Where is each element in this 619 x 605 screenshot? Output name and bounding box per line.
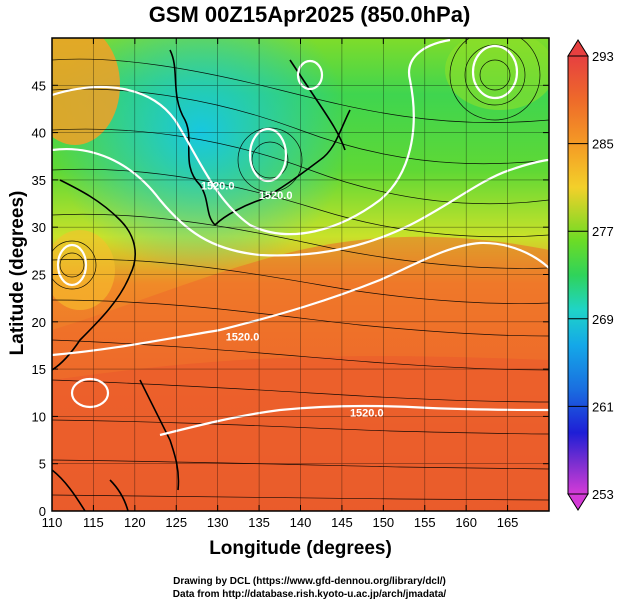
y-tick-label: 25 bbox=[32, 268, 46, 283]
x-tick-label: 140 bbox=[290, 515, 312, 530]
y-tick-label: 45 bbox=[32, 78, 46, 93]
x-axis-label: Longitude (degrees) bbox=[209, 538, 392, 559]
colorbar-scale bbox=[567, 55, 589, 495]
x-tick-label: 125 bbox=[165, 515, 187, 530]
contour-label: 1520.0 bbox=[350, 407, 384, 419]
y-tick-label: 15 bbox=[32, 362, 46, 377]
y-tick-label: 0 bbox=[39, 504, 46, 519]
y-tick-label: 30 bbox=[32, 220, 46, 235]
temperature-field bbox=[52, 38, 549, 511]
y-tick-label: 10 bbox=[32, 409, 46, 424]
y-axis: 0 5 10 15 20 25 30 35 40 45 bbox=[32, 78, 549, 519]
colorbar: 293 285 277 269 261 253 bbox=[567, 39, 614, 511]
x-tick-label: 155 bbox=[414, 515, 436, 530]
x-tick-label: 165 bbox=[497, 515, 519, 530]
colorbar-tick-label: 277 bbox=[592, 224, 614, 239]
colorbar-tick-label: 293 bbox=[592, 49, 614, 64]
y-tick-label: 40 bbox=[32, 126, 46, 141]
x-tick-label: 150 bbox=[372, 515, 394, 530]
colorbar-tick-label: 269 bbox=[592, 312, 614, 327]
x-tick-label: 120 bbox=[124, 515, 146, 530]
streamlines bbox=[52, 38, 549, 501]
colorbar-top-arrow bbox=[567, 39, 589, 57]
x-tick-label: 110 bbox=[42, 515, 63, 530]
x-tick-label: 115 bbox=[83, 515, 104, 530]
coastline bbox=[52, 49, 351, 511]
contour-label: 1520.0 bbox=[259, 190, 293, 202]
grid-lines bbox=[52, 38, 549, 511]
x-axis: 110 115 120 125 130 135 140 145 150 155 160 165 bbox=[42, 38, 519, 530]
height-contours bbox=[52, 38, 549, 437]
x-tick-label: 160 bbox=[455, 515, 477, 530]
x-tick-label: 130 bbox=[207, 515, 229, 530]
contour-label: 1520.0 bbox=[226, 332, 260, 344]
x-tick-label: 145 bbox=[331, 515, 353, 530]
contour-labels: 1520.0 1520.0 1520.0 1520.0 bbox=[201, 180, 384, 419]
colorbar-tick-label: 285 bbox=[592, 137, 614, 152]
y-axis-label: Latitude (degrees) bbox=[7, 190, 28, 356]
colorbar-tick-label: 261 bbox=[592, 399, 614, 414]
y-tick-label: 5 bbox=[39, 457, 46, 472]
colorbar-bottom-arrow bbox=[567, 493, 589, 511]
credit-drawing: Drawing by DCL (https://www.gfd-dennou.o… bbox=[173, 576, 446, 587]
x-tick-label: 135 bbox=[248, 515, 270, 530]
credit-data-source: Data from http://database.rish.kyoto-u.a… bbox=[172, 589, 447, 600]
y-tick-label: 20 bbox=[32, 315, 46, 330]
contour-label: 1520.0 bbox=[201, 180, 235, 192]
colorbar-tick-label: 253 bbox=[592, 487, 614, 502]
y-tick-label: 35 bbox=[32, 173, 46, 188]
chart-title: GSM 00Z15Apr2025 (850.0hPa) bbox=[148, 2, 471, 27]
